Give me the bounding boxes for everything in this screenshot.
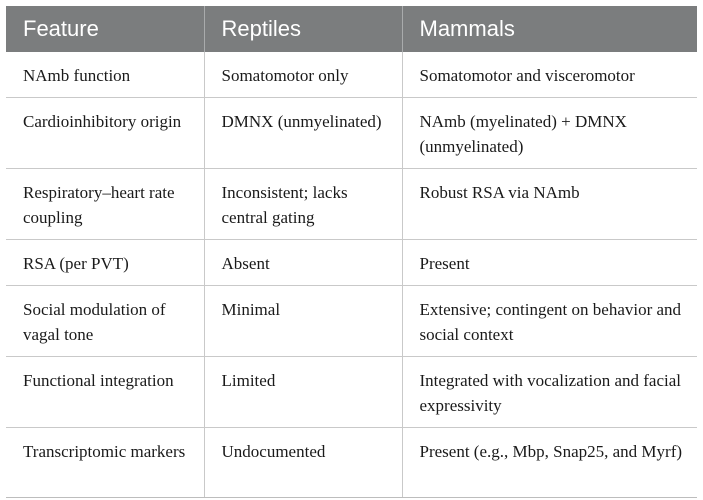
cell-mammals: Somatomotor and visceromotor — [402, 52, 697, 98]
cell-feature: Social modulation of vagal tone — [6, 285, 205, 357]
cell-reptiles: Minimal — [204, 285, 403, 357]
cell-feature: Transcriptomic markers — [6, 427, 205, 498]
cell-mammals: Integrated with vocalization and facial … — [402, 356, 697, 428]
header-reptiles: Reptiles — [204, 6, 403, 52]
cell-reptiles: Absent — [204, 239, 403, 286]
cell-mammals: Present — [402, 239, 697, 286]
cell-feature: Functional integration — [6, 356, 205, 428]
cell-mammals: Robust RSA via NAmb — [402, 168, 697, 240]
table-row: Respiratory–heart rate coupling Inconsis… — [6, 168, 697, 240]
comparison-table: Feature Reptiles Mammals NAmb function S… — [6, 6, 697, 498]
table-row: NAmb function Somatomotor only Somatomot… — [6, 52, 697, 98]
table-row: Cardioinhibitory origin DMNX (unmyelinat… — [6, 97, 697, 169]
header-mammals: Mammals — [402, 6, 697, 52]
cell-reptiles: Limited — [204, 356, 403, 428]
cell-mammals: Extensive; contingent on behavior and so… — [402, 285, 697, 357]
table-row: RSA (per PVT) Absent Present — [6, 239, 697, 286]
cell-reptiles: Inconsistent; lacks central gating — [204, 168, 403, 240]
cell-mammals: NAmb (myelinated) + DMNX (unmyelinated) — [402, 97, 697, 169]
header-feature: Feature — [6, 6, 205, 52]
cell-feature: Cardioinhibitory origin — [6, 97, 205, 169]
comparison-table-container: Feature Reptiles Mammals NAmb function S… — [6, 6, 697, 498]
cell-reptiles: Somatomotor only — [204, 52, 403, 98]
header-row: Feature Reptiles Mammals — [6, 6, 697, 52]
table-header: Feature Reptiles Mammals — [6, 6, 697, 52]
cell-feature: RSA (per PVT) — [6, 239, 205, 286]
table-row: Functional integration Limited Integrate… — [6, 356, 697, 428]
cell-reptiles: Undocumented — [204, 427, 403, 498]
cell-reptiles: DMNX (unmyelinated) — [204, 97, 403, 169]
cell-feature: NAmb function — [6, 52, 205, 98]
cell-mammals: Present (e.g., Mbp, Snap25, and Myrf) — [402, 427, 697, 498]
table-body: NAmb function Somatomotor only Somatomot… — [6, 52, 697, 498]
table-row: Social modulation of vagal tone Minimal … — [6, 285, 697, 357]
table-row: Transcriptomic markers Undocumented Pres… — [6, 427, 697, 498]
cell-feature: Respiratory–heart rate coupling — [6, 168, 205, 240]
